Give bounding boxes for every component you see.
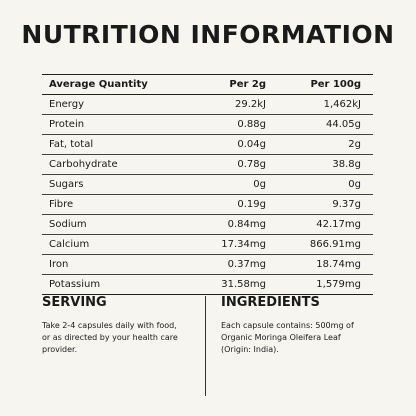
table-cell: Potassium (49, 279, 101, 290)
table-cell: 29.2kJ (234, 99, 266, 110)
table-cell: 0.19g (237, 199, 266, 210)
table-cell: Iron (49, 259, 69, 270)
table-cell: 9.37g (332, 199, 361, 210)
table-cell: 1,462kJ (323, 99, 361, 110)
table-cell: 17.34mg (221, 239, 266, 250)
header-row: Average Quantity Per 2g Per 100g (42, 75, 373, 95)
ingredients-text: (Origin: India). (221, 345, 279, 354)
table-cell: Sugars (49, 179, 84, 190)
table-cell: 0.37mg (227, 259, 266, 270)
table-cell: 0g (253, 179, 266, 190)
column-header: Per 2g (229, 79, 266, 90)
ingredients-heading: INGREDIENTS (221, 295, 320, 310)
table-row: Carbohydrate 0.78g 38.8g (42, 155, 373, 175)
table-cell: Fat, total (49, 139, 94, 150)
table-cell: 1,579mg (316, 279, 361, 290)
nutrition-table: Average Quantity Per 2g Per 100g Energy 29.2… (42, 74, 373, 295)
serving-text: provider. (42, 345, 78, 354)
serving-heading: SERVING (42, 295, 107, 310)
table-row: Protein 0.88g 44.05g (42, 115, 373, 135)
table-row: Potassium 31.58mg 1,579mg (42, 275, 373, 294)
table-cell: 0.84mg (227, 219, 266, 230)
table-cell: Sodium (49, 219, 87, 230)
table-cell: Calcium (49, 239, 90, 250)
serving-text: or as directed by your health care (42, 333, 178, 342)
column-header: Average Quantity (49, 79, 148, 90)
table-row: Fat, total 0.04g 2g (42, 135, 373, 155)
table-cell: 0g (348, 179, 361, 190)
table-row: Energy 29.2kJ 1,462kJ (42, 95, 373, 115)
serving-section: SERVING Take 2-4 capsules daily with foo… (42, 295, 197, 356)
table-cell: 18.74mg (316, 259, 361, 270)
table-cell: 0.78g (237, 159, 266, 170)
table-cell: 0.88g (237, 119, 266, 130)
table-cell: 42.17mg (316, 219, 361, 230)
table-cell: 0.04g (237, 139, 266, 150)
table-cell: 866.91mg (309, 239, 361, 250)
table-cell: 31.58mg (221, 279, 266, 290)
table-cell: Protein (49, 119, 85, 130)
table-cell: 38.8g (332, 159, 361, 170)
serving-text: Take 2-4 capsules daily with food, (42, 321, 177, 330)
table-cell: Carbohydrate (49, 159, 118, 170)
table-row: Sugars 0g 0g (42, 175, 373, 195)
table-row: Sodium 0.84mg 42.17mg (42, 215, 373, 235)
table-row: Fibre 0.19g 9.37g (42, 195, 373, 215)
column-header: Per 100g (310, 79, 361, 90)
divider (205, 296, 206, 396)
table-cell: 2g (348, 139, 361, 150)
table-cell: Fibre (49, 199, 74, 210)
table-row: Calcium 17.34mg 866.91mg (42, 235, 373, 255)
table-row: Iron 0.37mg 18.74mg (42, 255, 373, 275)
table-cell: Energy (49, 99, 85, 110)
ingredients-text: Organic Moringa Oleifera Leaf (221, 333, 341, 342)
ingredients-section: INGREDIENTS Each capsule contains: 500mg… (221, 295, 381, 356)
title: NUTRITION INFORMATION (21, 20, 395, 49)
table-cell: 44.05g (326, 119, 361, 130)
ingredients-text: Each capsule contains: 500mg of (221, 321, 354, 330)
